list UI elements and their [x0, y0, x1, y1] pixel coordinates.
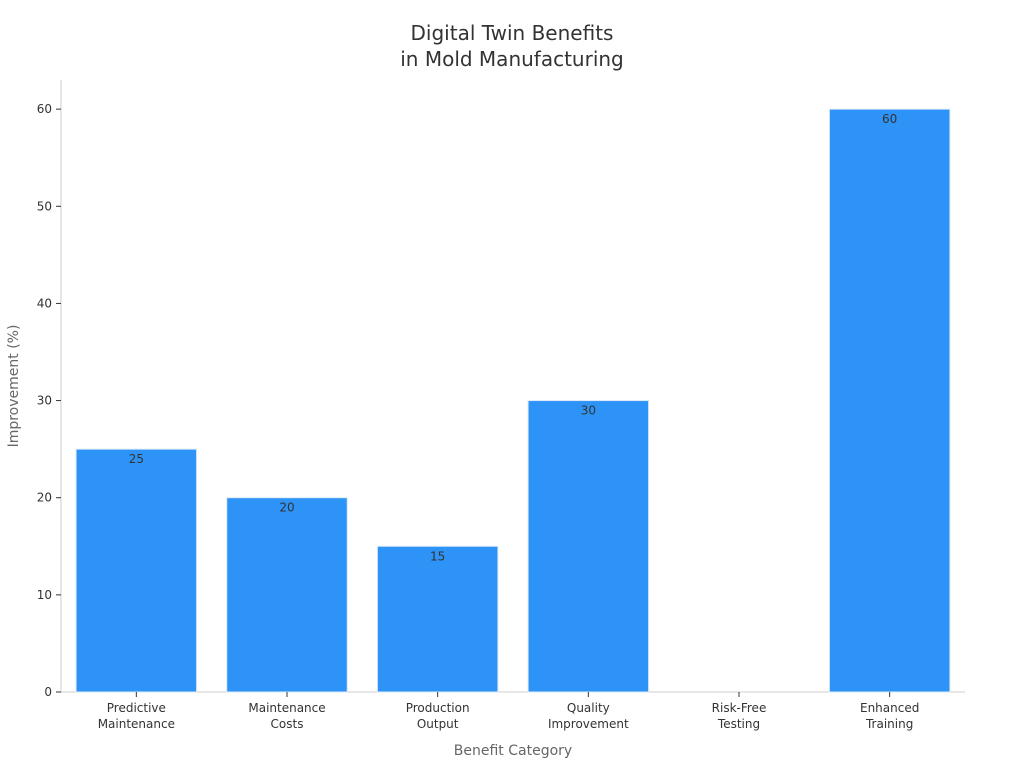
y-tick-label: 60	[37, 102, 52, 116]
x-tick-label: Maintenance	[248, 701, 325, 715]
x-tick-label: Predictive	[107, 701, 166, 715]
x-tick-label: Maintenance	[98, 717, 175, 731]
y-tick-label: 10	[37, 588, 52, 602]
bar	[376, 545, 499, 693]
x-tick-label: Quality	[567, 701, 610, 715]
y-tick-label: 50	[37, 199, 52, 213]
y-tick-label: 0	[44, 685, 52, 699]
bar	[75, 448, 198, 693]
x-tick-label: Training	[865, 717, 913, 731]
bar-data-labels: 25 20 15 30 60	[129, 112, 898, 563]
bar-value-label: 20	[279, 501, 294, 515]
bar-value-label: 60	[882, 112, 897, 126]
x-axis-ticks: Predictive Maintenance Maintenance Costs Pro…	[98, 692, 919, 731]
chart-title-line-1: Digital Twin Benefits	[411, 21, 614, 45]
x-tick-label: Costs	[271, 717, 304, 731]
bar	[527, 400, 650, 693]
x-tick-label: Output	[417, 717, 459, 731]
x-axis-label: Benefit Category	[454, 743, 572, 759]
bar-value-label: 15	[430, 549, 445, 563]
y-tick-label: 30	[37, 394, 52, 408]
bar-value-label: 30	[581, 404, 596, 418]
y-axis-label: Improvement (%)	[6, 325, 22, 448]
y-tick-label: 40	[37, 296, 52, 310]
y-tick-label: 20	[37, 491, 52, 505]
bar	[828, 108, 951, 693]
x-tick-label: Improvement	[548, 717, 629, 731]
bar-value-label: 25	[129, 452, 144, 466]
x-tick-label: Risk-Free	[712, 701, 767, 715]
bar	[226, 497, 348, 693]
x-tick-label: Production	[406, 701, 470, 715]
bar-series	[75, 108, 951, 693]
x-tick-label: Testing	[717, 717, 760, 731]
chart-title-line-2: in Mold Manufacturing	[400, 47, 624, 71]
y-axis-ticks: 0 10 20 30 40 50 60	[37, 102, 61, 699]
x-tick-label: Enhanced	[860, 701, 919, 715]
